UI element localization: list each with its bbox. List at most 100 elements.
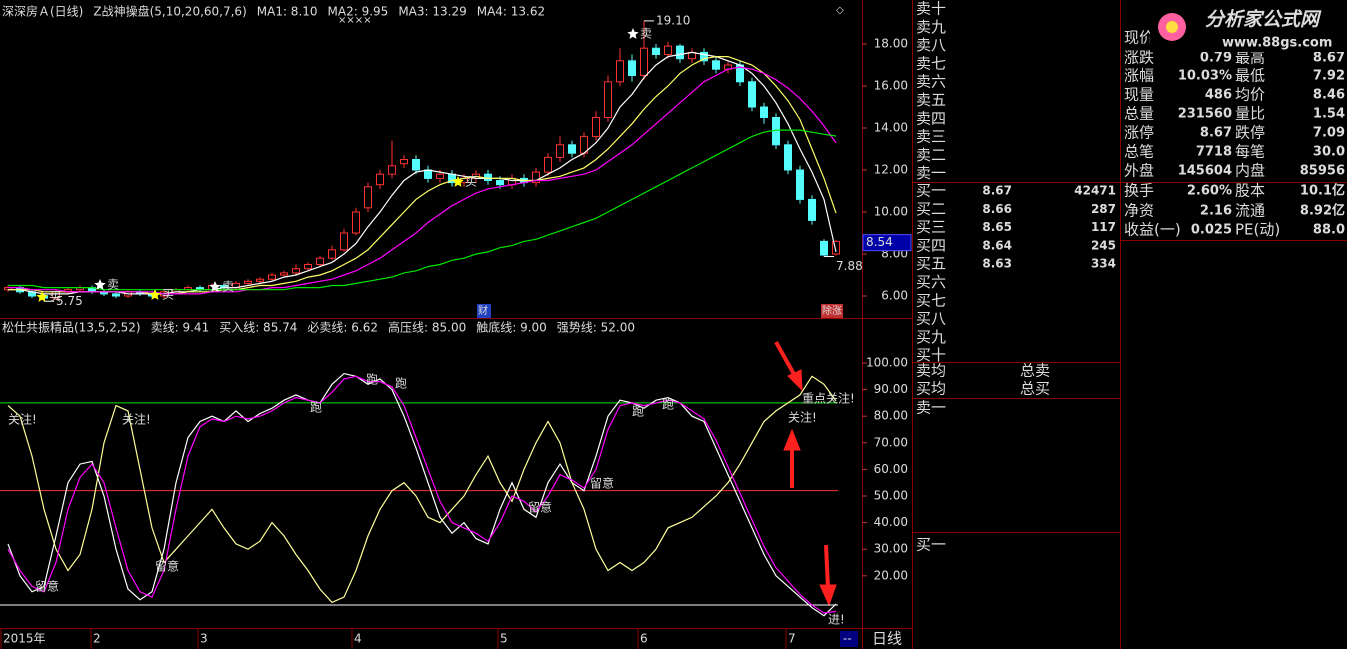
candle-body <box>376 173 384 186</box>
candle-body <box>640 47 648 76</box>
candle-body <box>316 257 324 266</box>
signal-annotation: 留意 <box>155 559 179 574</box>
date-label: 2015年 <box>3 632 46 646</box>
quote-value: 8.67 <box>1200 126 1232 141</box>
legend-entry: MA1: 8.10 <box>257 5 318 19</box>
quote-value: 486 <box>1205 88 1232 103</box>
buy-volume: 287 <box>1091 202 1116 216</box>
series-line <box>7 372 837 617</box>
buy-level: 买十 <box>916 346 946 364</box>
arrow-head <box>783 428 801 451</box>
quote-value: 7.92 <box>1313 69 1345 84</box>
signal-annotation: 留意 <box>528 500 552 515</box>
y-tick-label: 14.00 <box>874 121 908 135</box>
candle-body <box>388 165 396 175</box>
sell-level: 卖九 <box>916 18 946 36</box>
y-tick-label: 40.00 <box>874 515 908 529</box>
buy-level: 买一 <box>916 182 946 200</box>
y-tick-label: 16.00 <box>874 79 908 93</box>
date-label: 3 <box>200 632 208 646</box>
legend-entry: 松仕共振精品(13,5,2,52) <box>2 321 141 335</box>
buy-volume: 42471 <box>1074 184 1116 198</box>
candle-body <box>496 180 504 186</box>
quote-value: 8.92亿 <box>1300 203 1345 219</box>
y-tick-label: 70.00 <box>874 435 908 449</box>
candle-body <box>112 293 120 297</box>
candle-body <box>436 173 444 179</box>
quote-value: 8.46 <box>1313 88 1345 103</box>
signal-annotation: 跑 <box>632 405 644 419</box>
legend-entry: 深深房Ａ(日线) <box>2 4 83 19</box>
signal-star <box>452 176 464 187</box>
signal-star <box>36 291 48 302</box>
cursor-label: -- <box>843 632 852 646</box>
candle-body <box>412 159 420 171</box>
sell-level: 卖三 <box>916 128 946 146</box>
series-line <box>7 375 837 604</box>
buy-price: 8.63 <box>982 257 1012 271</box>
date-label: 7 <box>788 632 796 646</box>
legend-entry: 卖线: 9.41 <box>151 321 210 335</box>
signal-annotation: 跑 <box>310 401 322 415</box>
price-label: 5.75 <box>56 294 83 308</box>
signal-annotation: 跑 <box>662 398 674 412</box>
y-tick-label: 30.00 <box>874 542 908 556</box>
quote-label: 流通 <box>1235 202 1265 220</box>
candle-body <box>352 211 360 234</box>
arrows <box>774 341 837 607</box>
quote-value: 0.025 <box>1191 223 1232 238</box>
price-label: 7.88 <box>836 259 863 273</box>
series-line <box>8 66 837 295</box>
signal-label: 卖 <box>640 27 652 41</box>
buy-level: 买九 <box>916 328 946 346</box>
quote-label: 涨跌 <box>1124 49 1154 67</box>
signal-annotation: 关注! <box>788 410 817 425</box>
candle-body <box>280 272 288 276</box>
quote-label: 涨停 <box>1124 124 1154 142</box>
quote-value: 10.1亿 <box>1300 183 1345 199</box>
candle-body <box>808 198 816 221</box>
candle-body <box>820 240 828 256</box>
buy-level: 买五 <box>916 255 946 273</box>
quote-value: 145604 <box>1178 164 1232 179</box>
quote-label: 均价 <box>1235 86 1265 104</box>
candle-body <box>700 51 708 62</box>
quote-value: 7.09 <box>1313 126 1345 141</box>
signal-label: 卖 <box>222 280 234 294</box>
candle-body <box>796 169 804 200</box>
signal-annotation: 留意 <box>590 476 614 491</box>
candle-body <box>340 232 348 251</box>
quote-value: 10.03% <box>1178 69 1232 84</box>
buy-level: 买二 <box>916 200 946 218</box>
buy-level: 买七 <box>916 291 946 309</box>
event-box <box>821 304 843 318</box>
candle-body <box>544 156 552 173</box>
signal-annotation: 进! <box>828 613 845 627</box>
legend-entry: 高压线: 85.00 <box>388 320 466 335</box>
legend-entry: MA3: 13.29 <box>398 5 466 19</box>
legend-entry: MA2: 9.95 <box>328 5 389 19</box>
legend-entry: 买入线: 85.74 <box>219 321 297 335</box>
candle-body <box>556 144 564 158</box>
y-tick-label: 60.00 <box>874 462 908 476</box>
book-summary: 卖均 <box>916 362 946 380</box>
signal-label: 买 <box>465 175 477 189</box>
signal-annotation: 重点关注! <box>802 391 855 406</box>
signal-annotation: 跑 <box>366 373 378 387</box>
y-tick-label: 90.00 <box>874 382 908 396</box>
sell-level: 卖一 <box>916 164 946 182</box>
event-box <box>477 304 491 318</box>
sell-level: 卖十 <box>916 0 946 18</box>
quote-value: 2.60% <box>1187 184 1232 199</box>
y-tick-label: 12.00 <box>874 163 908 177</box>
quote-label: 现价 <box>1124 29 1154 47</box>
sell-level: 卖五 <box>916 91 946 109</box>
logo-title: 分析家公式网 <box>1205 9 1322 31</box>
event-label: 除涨 <box>822 304 842 317</box>
quote-label: PE(动) <box>1235 221 1280 239</box>
candle-body <box>676 45 684 60</box>
signal-label: 卖 <box>107 278 119 292</box>
buy-price: 8.65 <box>982 220 1012 234</box>
buy-volume: 334 <box>1091 257 1116 271</box>
quote-value: 0.79 <box>1200 51 1232 66</box>
